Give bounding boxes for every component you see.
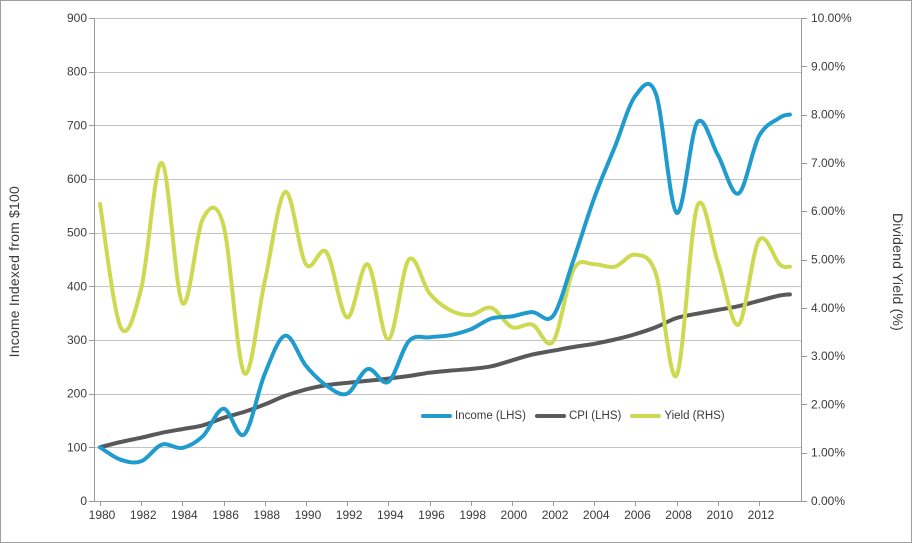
x-axis-label: 2008 xyxy=(665,508,692,522)
legend: Income (LHS) CPI (LHS) Yield (RHS) xyxy=(421,410,734,422)
right-axis-label: 10.00% xyxy=(811,11,852,25)
right-axis-label: 5.00% xyxy=(811,253,845,267)
right-axis-label: 8.00% xyxy=(811,108,845,122)
axes xyxy=(94,18,802,502)
series-yield-line[interactable] xyxy=(98,160,792,379)
series-income-line[interactable] xyxy=(98,81,792,465)
left-axis-label: 300 xyxy=(67,333,87,347)
right-axis-label: 1.00% xyxy=(811,446,845,460)
x-axis-label: 1990 xyxy=(295,508,322,522)
x-axis-label: 1994 xyxy=(377,508,404,522)
right-axis-label: 6.00% xyxy=(811,204,845,218)
right-axis-label: 0.00% xyxy=(811,494,845,508)
x-axis-label: 2012 xyxy=(748,508,775,522)
x-axis-label: 2004 xyxy=(583,508,610,522)
x-axis-label: 1980 xyxy=(89,508,116,522)
legend-label-income: Income (LHS) xyxy=(455,410,526,422)
left-axis-label: 600 xyxy=(67,172,87,186)
x-axis-label: 1998 xyxy=(459,508,486,522)
legend-label-yield: Yield (RHS) xyxy=(664,410,725,422)
left-axis-label: 400 xyxy=(67,279,87,293)
legend-label-cpi: CPI (LHS) xyxy=(568,410,622,422)
x-axis-label: 2002 xyxy=(542,508,569,522)
x-axis-label: 1992 xyxy=(336,508,363,522)
left-axis-labels: 0 100 200 300 400 500 600 700 800 900 xyxy=(67,11,87,508)
right-axis-label: 4.00% xyxy=(811,301,845,315)
legend-item-income[interactable]: Income (LHS) xyxy=(421,410,526,422)
gridlines xyxy=(94,18,801,448)
series-cpi-line[interactable] xyxy=(98,292,792,450)
left-axis-label: 200 xyxy=(67,387,87,401)
right-axis-label: 2.00% xyxy=(811,397,845,411)
x-axis-label: 2000 xyxy=(501,508,528,522)
legend-swatch-cpi xyxy=(534,414,566,418)
legend-swatch-yield xyxy=(630,414,662,418)
x-axis-label: 1996 xyxy=(418,508,445,522)
x-axis-label: 1982 xyxy=(130,508,157,522)
x-axis-label: 2006 xyxy=(624,508,651,522)
x-axis-label: 1986 xyxy=(212,508,239,522)
x-axis-label: 2010 xyxy=(706,508,733,522)
legend-item-cpi[interactable]: CPI (LHS) xyxy=(534,410,622,422)
x-axis-labels: 1980 1982 1984 1986 1988 1990 1992 1994 1996 1998… xyxy=(89,508,775,522)
x-axis-label: 1988 xyxy=(253,508,280,522)
left-axis-label: 900 xyxy=(67,11,87,25)
x-axis-label: 1984 xyxy=(171,508,198,522)
right-axis-label: 7.00% xyxy=(811,156,845,170)
left-axis-label: 100 xyxy=(67,440,87,454)
right-axis-label: 3.00% xyxy=(811,349,845,363)
legend-item-yield[interactable]: Yield (RHS) xyxy=(630,410,725,422)
left-axis-label: 800 xyxy=(67,65,87,79)
legend-swatch-income xyxy=(421,414,452,418)
left-axis-label: 0 xyxy=(80,494,87,508)
left-axis-label: 700 xyxy=(67,118,87,132)
tick-marks xyxy=(89,18,807,506)
left-axis-label: 500 xyxy=(67,226,87,240)
right-axis-labels: 0.00% 1.00% 2.00% 3.00% 4.00% 5.00% 6.00% 7.00%… xyxy=(811,11,852,508)
right-axis-label: 9.00% xyxy=(811,59,845,73)
